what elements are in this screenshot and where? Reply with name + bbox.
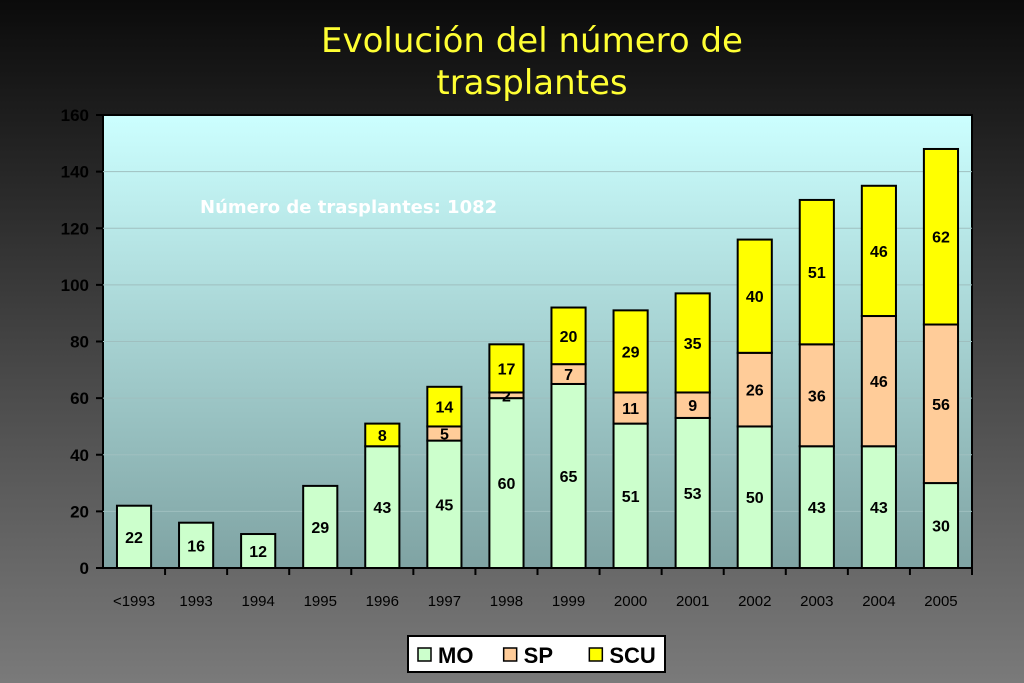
bar-segment-mo [240,533,277,570]
data-label: 53 [684,486,702,503]
y-tick-label: 100 [61,276,89,295]
bar-segment-mo [178,521,215,570]
y-tick-label: 140 [61,163,89,182]
data-label: 22 [125,530,143,547]
data-label: 30 [932,519,950,536]
x-tick-label: 1993 [179,593,212,610]
data-label: 56 [932,397,950,414]
bar-segment-mo [302,484,339,569]
bar-segment-scu [550,306,587,366]
x-tick-label: 1995 [304,593,337,610]
data-label: 26 [746,383,764,400]
bar-segment-scu [860,184,897,318]
x-axis: <1993 1993 1994 1995 1996 1997 1998 1999 2000 200… [113,568,973,610]
bar-segment-scu [426,385,463,428]
data-label: 51 [622,489,640,506]
x-tick-label: 2004 [862,593,895,610]
legend-label-sp: SP [524,643,553,668]
x-tick-label: 1997 [428,593,461,610]
bar-segment-mo [550,382,587,569]
y-tick-label: 60 [70,389,89,408]
bar-segment-scu [674,292,711,394]
x-tick-label: 1994 [241,593,274,610]
x-tick-label: <1993 [113,593,155,610]
x-tick-label: 2001 [676,593,709,610]
x-tick-label: 2003 [800,593,833,610]
data-label: 2 [502,388,511,405]
data-label: 17 [498,361,516,378]
bar-segment-sp [860,315,897,448]
data-label: 43 [808,500,826,517]
data-label: 45 [435,497,453,514]
data-label: 29 [622,344,640,361]
bar-segment-mo [860,445,897,570]
data-label: 8 [378,428,387,445]
bar-segment-mo [798,445,835,570]
data-label: 11 [622,401,639,418]
bar-segment-scu [488,343,525,394]
x-tick-label: 1996 [366,593,399,610]
legend-swatch-scu [588,647,604,662]
chart-title-line-2: trasplantes [436,63,628,103]
data-label: 7 [564,367,573,384]
data-label: 60 [498,476,516,493]
data-label: 5 [440,427,449,444]
bar-segment-sp [922,323,960,485]
data-label: 51 [808,265,826,282]
data-label: 16 [187,538,205,555]
legend: MO SP SCU [407,635,666,673]
data-label: 14 [435,400,453,417]
bar-segment-mo [426,439,463,569]
legend-label-mo: MO [438,643,473,668]
data-label: 40 [746,289,764,306]
y-tick-label: 160 [61,106,89,125]
data-label: 43 [373,500,391,517]
bar-segment-sp [612,391,649,425]
bar-segment-mo [115,504,153,569]
data-label: 12 [249,544,267,561]
bar-segment-mo [922,482,960,569]
y-tick-label: 40 [70,446,89,465]
bar-segment-sp [736,351,773,428]
x-tick-label: 2005 [924,593,957,610]
data-label: 35 [684,336,702,353]
data-label: 46 [870,244,888,261]
x-tick-label: 1999 [552,593,585,610]
x-tick-label: 2002 [738,593,771,610]
bar-segment-sp [798,343,835,448]
bar-segment-scu [612,309,649,394]
bar-segment-mo [488,397,525,569]
legend-swatch-sp [502,647,518,662]
legend-swatch-mo [417,647,432,662]
data-label: 29 [311,520,329,537]
y-axis: 0 20 40 60 80 100 120 140 160 [61,106,103,578]
data-label: 46 [870,374,888,391]
legend-label-scu: SCU [609,643,655,668]
x-tick-label: 2000 [614,593,647,610]
legend-box [407,635,666,673]
chart-title-line-1: Evolución del número de [321,21,743,61]
bars: 22 16 12 29 43 8 45 5 14 60 2 17 65 7 20 51 11 29 53 9 35 50 2… [115,147,960,570]
bar-segment-mo [674,416,711,569]
bar-segment-scu [364,422,401,448]
y-tick-label: 120 [61,219,89,238]
y-tick-label: 0 [80,559,89,578]
bar-segment-scu [922,147,960,326]
y-tick-label: 20 [70,502,89,521]
bar-segment-scu [798,198,835,346]
data-label: 65 [560,469,578,486]
total-annotation: Número de trasplantes: 1082 [200,197,497,218]
data-label: 9 [688,398,697,415]
data-label: 62 [932,230,950,247]
data-label: 50 [746,490,764,507]
data-label: 20 [560,329,578,346]
bar-segment-scu [736,238,773,354]
data-label: 36 [808,388,826,405]
y-tick-label: 80 [70,333,89,352]
data-label: 43 [870,500,888,517]
x-tick-label: 1998 [490,593,523,610]
chart-title: Evolución del número de trasplantes [0,20,1024,104]
